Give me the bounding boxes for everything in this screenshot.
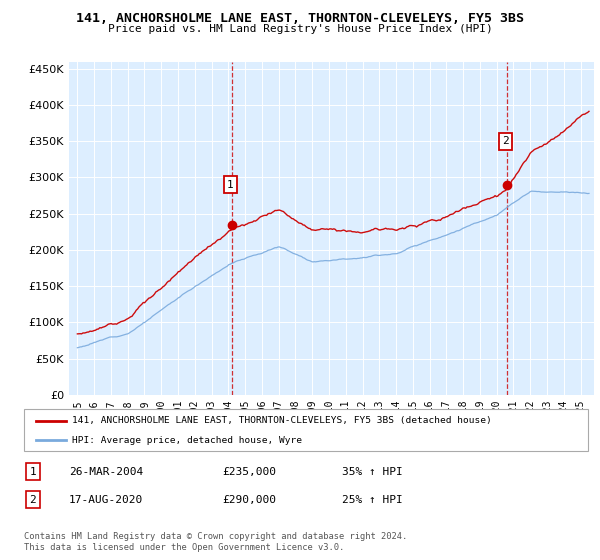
Text: £290,000: £290,000	[222, 494, 276, 505]
Text: 25% ↑ HPI: 25% ↑ HPI	[342, 494, 403, 505]
Text: Price paid vs. HM Land Registry's House Price Index (HPI): Price paid vs. HM Land Registry's House …	[107, 24, 493, 34]
Text: 26-MAR-2004: 26-MAR-2004	[69, 466, 143, 477]
Text: £235,000: £235,000	[222, 466, 276, 477]
Text: HPI: Average price, detached house, Wyre: HPI: Average price, detached house, Wyre	[72, 436, 302, 445]
Text: 141, ANCHORSHOLME LANE EAST, THORNTON-CLEVELEYS, FY5 3BS (detached house): 141, ANCHORSHOLME LANE EAST, THORNTON-CL…	[72, 416, 492, 425]
Text: Contains HM Land Registry data © Crown copyright and database right 2024.
This d: Contains HM Land Registry data © Crown c…	[24, 532, 407, 552]
Text: 2: 2	[29, 494, 37, 505]
Text: 2: 2	[502, 136, 509, 146]
Text: 1: 1	[227, 180, 234, 190]
Text: 1: 1	[29, 466, 37, 477]
Text: 35% ↑ HPI: 35% ↑ HPI	[342, 466, 403, 477]
Text: 141, ANCHORSHOLME LANE EAST, THORNTON-CLEVELEYS, FY5 3BS: 141, ANCHORSHOLME LANE EAST, THORNTON-CL…	[76, 12, 524, 25]
Text: 17-AUG-2020: 17-AUG-2020	[69, 494, 143, 505]
